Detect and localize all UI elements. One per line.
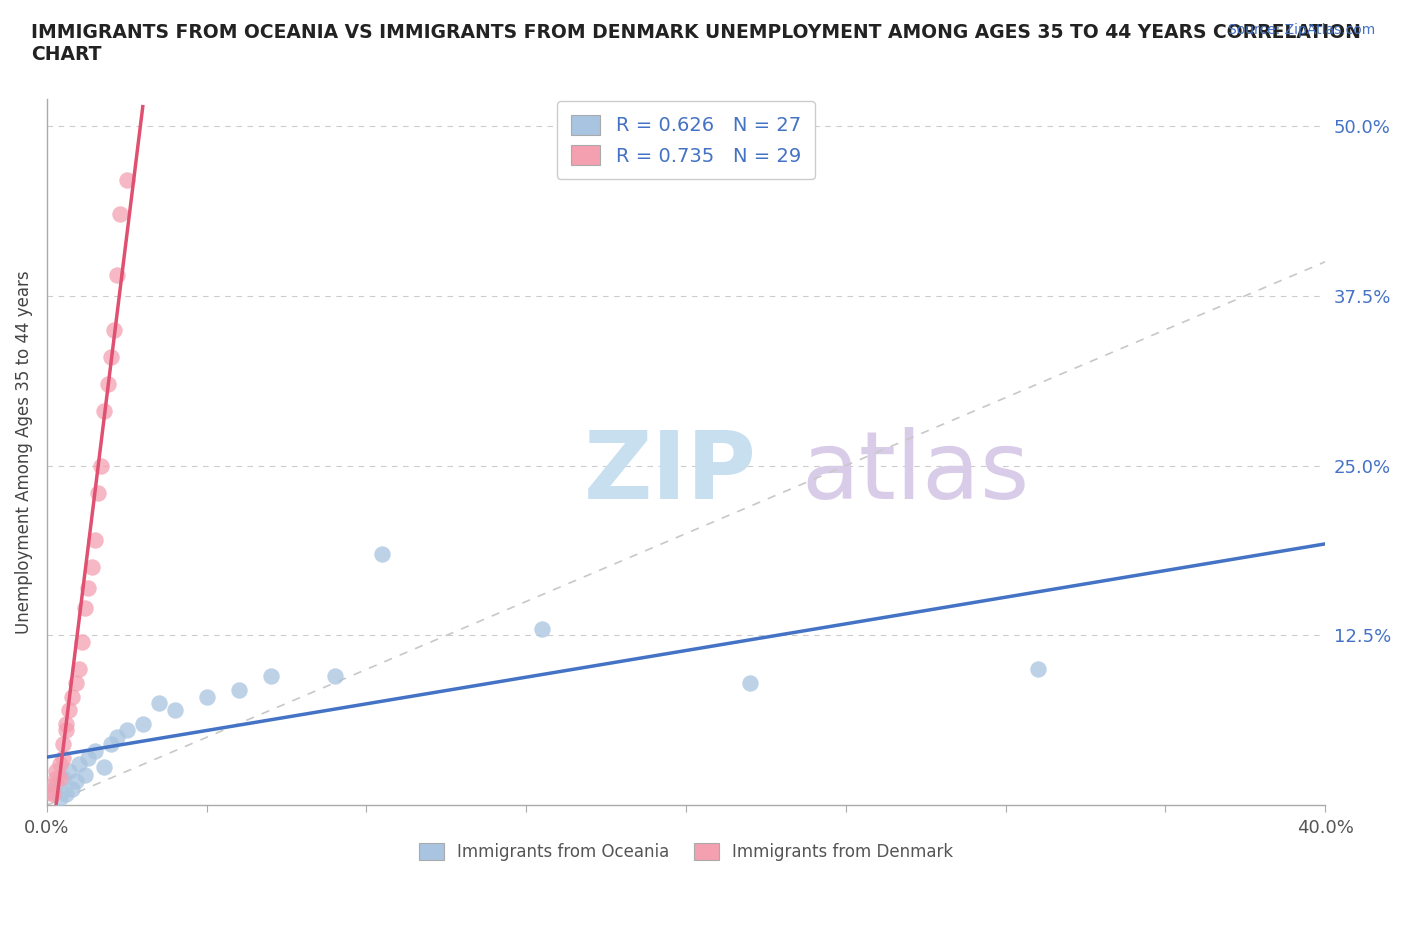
Point (531, 621, 554, 636)
Point (87, 485, 110, 500)
Point (97, 377, 120, 392)
Point (62, 781, 84, 796)
Point (163, 703, 186, 718)
Point (148, 696, 170, 711)
Point (75, 601, 97, 616)
Point (259, 669, 281, 684)
Point (738, 675, 761, 690)
Point (228, 683, 250, 698)
Point (77, 580, 100, 595)
Point (90, 458, 112, 473)
Point (48, 791, 70, 806)
Point (80, 560, 103, 575)
Point (132, 716, 155, 731)
Point (58, 764, 80, 778)
Point (115, 173, 138, 188)
Point (371, 547, 394, 562)
Point (1026, 662, 1049, 677)
Text: IMMIGRANTS FROM OCEANIA VS IMMIGRANTS FROM DENMARK UNEMPLOYMENT AMONG AGES 35 TO: IMMIGRANTS FROM OCEANIA VS IMMIGRANTS FR… (31, 23, 1361, 64)
Point (93, 404, 115, 418)
Point (65, 774, 87, 789)
Point (110, 206, 132, 221)
Point (67, 757, 90, 772)
Point (58, 703, 80, 718)
Point (323, 669, 346, 684)
Point (83, 743, 105, 758)
Point (52, 771, 75, 786)
Point (100, 737, 122, 751)
Text: ZIP: ZIP (583, 427, 756, 519)
Text: atlas: atlas (801, 427, 1029, 519)
Point (55, 787, 77, 802)
Point (70, 635, 93, 650)
Point (105, 268, 128, 283)
Legend: Immigrants from Oceania, Immigrants from Denmark: Immigrants from Oceania, Immigrants from… (412, 836, 960, 868)
Text: Source: ZipAtlas.com: Source: ZipAtlas.com (1227, 23, 1375, 37)
Point (45, 777, 67, 792)
Point (75, 768, 97, 783)
Point (39, 784, 62, 799)
Y-axis label: Unemployment Among Ages 35 to 44 years: Unemployment Among Ages 35 to 44 years (15, 270, 32, 633)
Point (195, 689, 218, 704)
Point (100, 350, 122, 365)
Point (45, 771, 67, 786)
Point (83, 533, 105, 548)
Point (52, 751, 75, 765)
Point (42, 787, 65, 802)
Point (77, 751, 100, 765)
Point (105, 730, 128, 745)
Point (62, 689, 84, 704)
Point (48, 771, 70, 786)
Point (42, 784, 65, 799)
Point (65, 675, 87, 690)
Point (93, 760, 115, 775)
Point (55, 723, 77, 737)
Point (55, 716, 77, 731)
Point (103, 322, 125, 337)
Point (67, 662, 90, 677)
Point (45, 764, 67, 778)
Point (42, 777, 65, 792)
Point (115, 723, 138, 737)
Point (52, 737, 75, 751)
Point (48, 757, 70, 772)
